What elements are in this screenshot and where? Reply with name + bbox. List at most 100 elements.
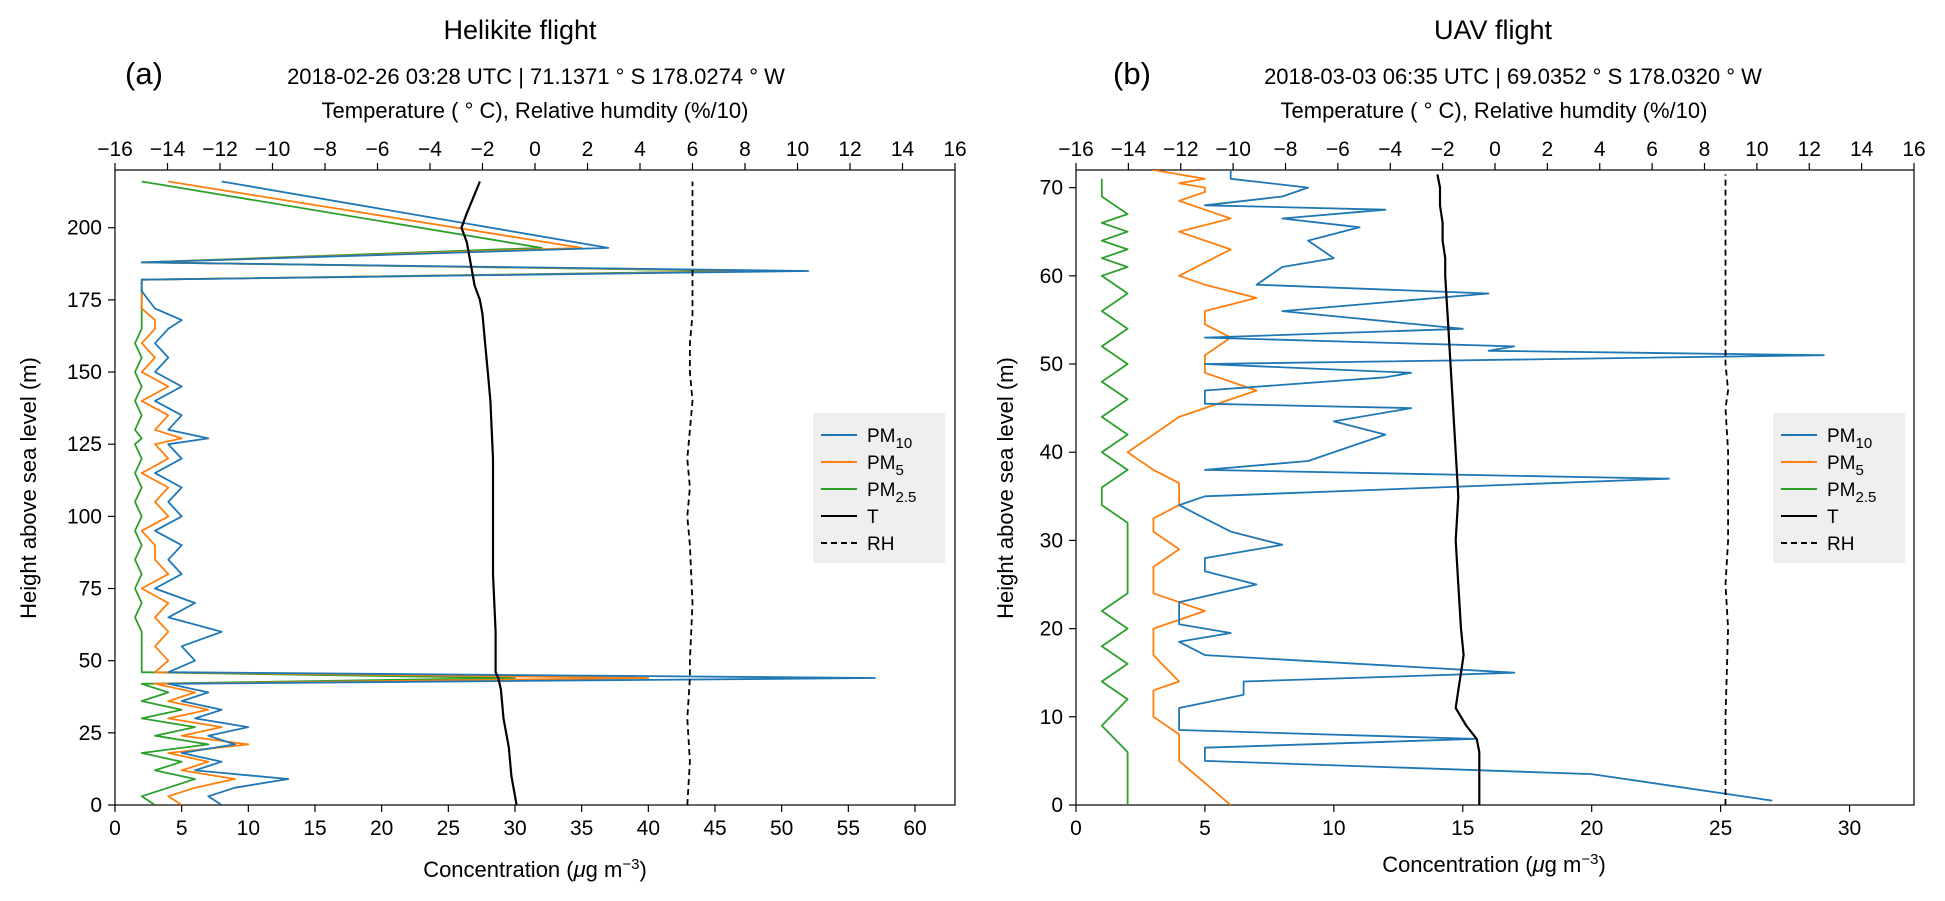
series-pm10-line [140,180,876,805]
top-tick-label: −12 [1163,138,1199,161]
legend-label: PM2.5 [1827,480,1876,506]
top-tick-label: −6 [1326,138,1350,161]
top-tick-label: 10 [786,138,809,161]
top-tick-label: 2 [582,138,594,161]
y-tick-label: 0 [1051,794,1063,817]
panel-label-b: (b) [1113,56,1151,91]
top-tick-label: 0 [1489,138,1501,161]
top-tick-label: −16 [1058,138,1094,161]
legend-label-sub: 2.5 [896,489,917,506]
top-tick-label: −16 [97,138,133,161]
legend-label-main: RH [1827,534,1854,555]
panel-uav: UAV flight (b) 2018-03-03 06:35 UTC | 69… [993,15,1926,877]
top-tick-label: −2 [471,138,495,161]
top-tick-label: 4 [1594,138,1606,161]
legend-label: PM10 [1827,426,1872,452]
top-tick-label: 0 [529,138,541,161]
concentration-word-b: Concentration ( [1382,852,1533,877]
series-pm25-line [134,180,756,805]
y-tick-label: 60 [1040,265,1063,288]
axes-a: 0 5 10 15 20 25 30 35 40 45 50 55 60−16 −14 −12 −10 −8 −6… [67,138,967,840]
y-tick-label: 25 [79,722,102,745]
legend-label-main: T [1827,507,1839,528]
panel-label-a: (a) [125,56,163,91]
series-pm25-line [1100,178,1129,805]
x-tick-label: 60 [903,817,926,840]
legend-label-main: PM [1827,453,1856,474]
x-tick-label: 0 [1070,817,1082,840]
y-tick-label: 0 [90,794,102,817]
top-tick-label: 8 [1699,138,1711,161]
legend-label-sub: 2.5 [1856,489,1877,506]
legend-label: PM10 [867,426,912,452]
top-tick-label: −10 [255,138,291,161]
unit-close-b: ) [1598,852,1605,877]
series-rh-line [686,181,694,805]
y-tick-label: 40 [1040,441,1063,464]
top-tick-label: −12 [202,138,238,161]
unit-b: g m [1545,852,1582,877]
mu-b: μ [1532,852,1545,877]
legend-label: T [867,507,879,528]
legend-label-main: T [867,507,879,528]
axes-b: 0 5 10 15 20 25 30 −16 −14 −12 −10 −8 −6 −4 −2 0 2 4 6 8 10 1… [1040,138,1926,840]
y-tick-label: 70 [1040,177,1063,200]
y-tick-label: 125 [67,433,102,456]
y-tick-label: 150 [67,361,102,384]
x-tick-label: 30 [1838,817,1861,840]
x-tick-label: 10 [237,817,260,840]
top-tick-label: 6 [1646,138,1658,161]
x-tick-label: 25 [437,817,460,840]
legend-label: PM5 [1827,453,1864,479]
top-tick-label: 16 [1902,138,1925,161]
top-tick-label: 12 [838,138,861,161]
x-tick-label: 45 [703,817,726,840]
x-tick-label: 15 [303,817,326,840]
top-tick-label: 10 [1745,138,1768,161]
legend-label-sub: 5 [1856,462,1864,479]
bottom-axis-title-b: Concentration (μg m−3) [1382,851,1606,877]
unit-exp-b: −3 [1581,851,1598,868]
series-rh-line [1724,174,1729,805]
top-axis-title-b: Temperature ( ° C), Relative humdity (%/… [1281,98,1708,123]
x-tick-label: 0 [109,817,121,840]
top-tick-label: −4 [1378,138,1402,161]
unit-close-a: ) [639,857,646,882]
x-tick-label: 50 [770,817,793,840]
top-tick-label: −8 [313,138,337,161]
x-tick-label: 25 [1709,817,1732,840]
x-tick-label: 40 [637,817,660,840]
panel-helikite: Helikite flight (a) 2018-02-26 03:28 UTC… [16,15,967,882]
panel-title-a: Helikite flight [443,15,597,45]
top-tick-label: 12 [1798,138,1821,161]
y-axis-title-a: Height above sea level (m) [16,357,41,619]
x-tick-label: 20 [1580,817,1603,840]
legend-label-main: PM [1827,426,1856,447]
top-tick-label: −10 [1215,138,1251,161]
top-tick-label: −4 [418,138,442,161]
top-tick-label: −8 [1274,138,1298,161]
top-tick-label: −2 [1431,138,1455,161]
x-tick-label: 15 [1451,817,1474,840]
series-t-line [1436,174,1481,805]
unit-a: g m [586,857,623,882]
y-tick-label: 10 [1040,706,1063,729]
top-tick-label: 6 [687,138,699,161]
y-tick-label: 50 [1040,353,1063,376]
top-tick-label: 16 [943,138,966,161]
series-pm10-line [1178,170,1825,802]
legend-label-main: PM [867,426,896,447]
x-tick-label: 30 [503,817,526,840]
top-tick-label: 8 [739,138,751,161]
legend-label: RH [1827,534,1854,555]
legend-label-main: PM [1827,480,1856,501]
y-tick-label: 200 [67,217,102,240]
x-tick-label: 20 [370,817,393,840]
x-tick-label: 5 [176,817,188,840]
panel-subtitle-a: 2018-02-26 03:28 UTC | 71.1371 ° S 178.0… [287,64,785,89]
top-tick-label: 4 [634,138,646,161]
legend-label: PM2.5 [867,480,916,506]
